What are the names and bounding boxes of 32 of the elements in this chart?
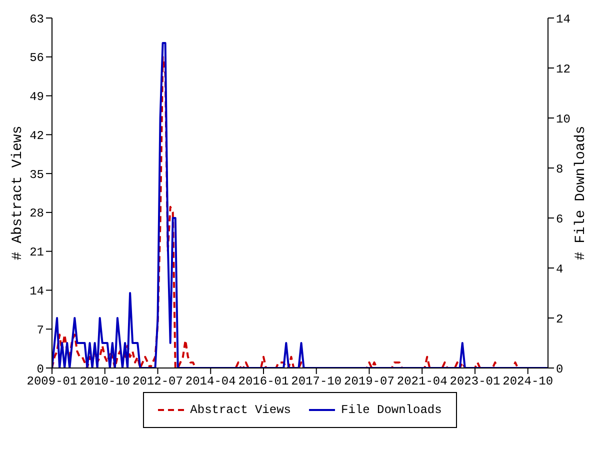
y2-tick-label: 14 — [556, 12, 570, 26]
y-tick-label: 28 — [30, 206, 44, 221]
y2-tick-label: 2 — [556, 312, 564, 326]
y2-tick-label: 0 — [556, 362, 564, 376]
y-tick-label: 56 — [30, 51, 44, 66]
y-tick-label: 7 — [36, 323, 44, 338]
y2-tick-label: 8 — [556, 162, 564, 176]
x-tick-label: 2019-07 — [344, 374, 394, 389]
y-axis-title: # Abstract Views — [10, 126, 26, 260]
x-tick-label: 2024-10 — [502, 374, 554, 389]
legend-label: File Downloads — [341, 403, 442, 417]
y2-tick-label: 12 — [556, 62, 570, 76]
y2-tick-label: 6 — [556, 212, 564, 226]
y2-tick-label: 4 — [556, 262, 564, 276]
x-tick-label: 2009-01 — [26, 374, 78, 389]
x-tick-label: 2014-04 — [185, 374, 236, 389]
y-tick-label: 42 — [30, 128, 44, 143]
y2-axis-title: # File Downloads — [573, 126, 589, 260]
x-tick-label: 2010-10 — [80, 374, 130, 389]
y-tick-label: 21 — [30, 246, 44, 260]
y-tick-label: 35 — [30, 168, 44, 182]
x-tick-label: 2023-01 — [450, 374, 500, 389]
legend-label: Abstract Views — [190, 403, 291, 417]
y-tick-label: 14 — [30, 284, 44, 298]
x-tick-label: 2016-01 — [238, 374, 289, 389]
y-tick-label: 49 — [30, 90, 44, 104]
y2-tick-label: 10 — [556, 112, 570, 126]
x-tick-label: 2017-10 — [291, 374, 342, 389]
y-tick-label: 0 — [36, 362, 44, 376]
x-tick-label: 2021-04 — [396, 374, 448, 389]
x-tick-label: 2012-07 — [132, 374, 183, 389]
y-tick-label: 63 — [30, 12, 44, 26]
